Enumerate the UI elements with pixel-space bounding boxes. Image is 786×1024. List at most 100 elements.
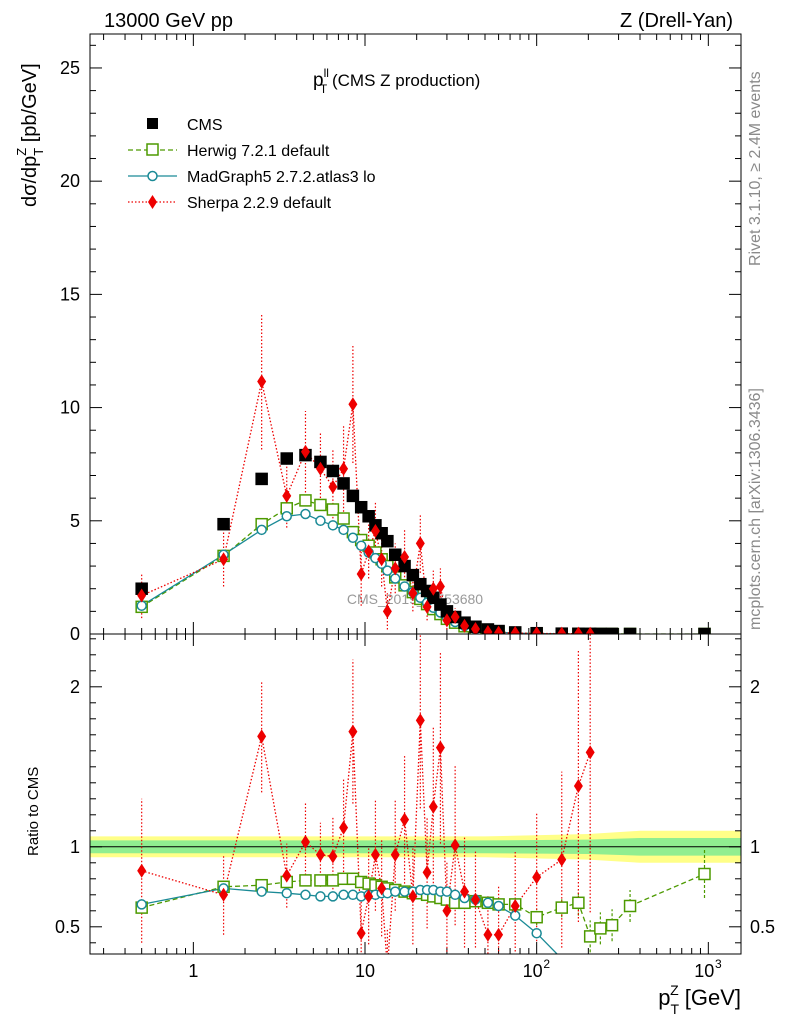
sherpa-point	[483, 624, 493, 634]
madgraph-ratio-point	[281, 887, 292, 899]
herwig-point	[314, 498, 327, 512]
y-title-sup: Z	[14, 148, 29, 156]
cms-point	[414, 577, 427, 591]
sherpa-ratio-point	[315, 847, 325, 862]
ratio-y-tick-label-right: 2	[750, 677, 760, 697]
sherpa-ratio-point	[510, 899, 520, 913]
legend-marker-cms	[147, 118, 158, 129]
madgraph-point	[315, 515, 326, 527]
herwig-point	[337, 512, 350, 525]
madgraph-ratio-point	[493, 900, 504, 912]
madgraph-point	[382, 565, 393, 576]
y-tick-label: 15	[60, 284, 80, 304]
sherpa-ratio-point	[137, 863, 147, 878]
sherpa-ratio-point	[557, 852, 567, 867]
y-title-main: dσ/dp	[19, 156, 41, 207]
sherpa-point	[470, 622, 480, 634]
cms-point	[434, 598, 447, 611]
ratio-y-tick-label: 1	[70, 837, 80, 857]
energy-label: 13000 GeV pp	[104, 10, 233, 32]
sherpa-ratio-point	[219, 887, 229, 902]
sherpa-point	[435, 579, 445, 594]
madgraph-ratio-point	[347, 889, 359, 901]
herwig-ratio-point	[572, 896, 585, 910]
madgraph-point	[327, 520, 339, 531]
sherpa-ratio-point	[377, 881, 387, 896]
legend-label-sherpa: Sherpa 2.2.9 default	[187, 195, 332, 212]
sherpa-point	[382, 604, 392, 619]
sherpa-point	[532, 626, 542, 634]
x-title-sup: Z	[670, 982, 679, 998]
madgraph-ratio-point	[136, 899, 147, 910]
plot-title-main: p	[313, 70, 324, 91]
sherpa-ratio-point	[470, 892, 480, 907]
sherpa-ratio-point	[494, 927, 504, 942]
sherpa-ratio-point	[282, 868, 292, 883]
top-panel-series	[135, 313, 711, 634]
x-tick-label: 10	[355, 961, 375, 981]
madgraph-ratio-point	[389, 886, 401, 897]
madgraph-ratio-point	[315, 891, 326, 902]
herwig-ratio-point	[555, 901, 569, 914]
sherpa-ratio-point	[422, 865, 432, 880]
legend-marker-herwig	[146, 143, 159, 156]
sherpa-ratio-point	[356, 926, 366, 941]
madgraph-point	[389, 573, 401, 584]
sherpa-point	[428, 581, 438, 596]
mcplots-label: mcplots.cern.ch [arXiv:1306.3436]	[747, 388, 764, 630]
ratio-y-tick-label: 2	[70, 677, 80, 697]
madgraph-ratio-point	[338, 889, 349, 901]
madgraph-ratio-point	[531, 927, 542, 939]
sherpa-ratio-point	[348, 724, 358, 739]
legend-label-madgraph: MadGraph5 2.7.2.atlas3 lo	[187, 169, 376, 186]
sherpa-ratio-point	[442, 903, 452, 918]
x-tick-label-exp: 2	[543, 957, 550, 971]
legend-label-cms: CMS	[187, 117, 223, 134]
herwig-point	[326, 503, 340, 516]
sherpa-point	[348, 397, 358, 412]
madgraph-point	[338, 524, 349, 536]
legend: CMS Herwig 7.2.1 default MadGraph5 2.7.2…	[128, 117, 376, 212]
y-title-unit: [pb/GeV]	[19, 63, 41, 148]
sherpa-ratio-point	[408, 889, 418, 904]
legend-marker-madgraph	[147, 170, 158, 182]
sherpa-point	[356, 567, 366, 581]
sherpa-point	[510, 625, 520, 634]
process-label: Z (Drell-Yan)	[620, 10, 733, 32]
plot-title-rest: (CMS Z production)	[327, 71, 480, 90]
cms-point	[354, 500, 368, 514]
x-title-sub: T	[671, 1001, 680, 1017]
sherpa-point	[390, 561, 400, 576]
sherpa-point	[494, 625, 504, 634]
x-tick-label: 1	[188, 961, 198, 981]
herwig-ratio-point	[326, 874, 340, 887]
rivet-label: Rivet 3.1.10, ≥ 2.4M events	[747, 71, 764, 266]
cms-point	[362, 510, 375, 523]
madgraph-point	[300, 508, 311, 520]
legend-marker-sherpa	[148, 195, 157, 209]
sherpa-ratio-point	[532, 870, 542, 885]
madgraph-ratio-point	[559, 953, 564, 954]
herwig-ratio-point	[594, 922, 607, 935]
sherpa-ratio-point	[364, 889, 374, 904]
sherpa-point	[377, 552, 387, 567]
madgraph-ratio-point	[327, 891, 339, 902]
sherpa-point	[257, 374, 267, 389]
sherpa-ratio-point	[450, 838, 460, 853]
herwig-ratio-point	[314, 874, 327, 887]
sherpa-ratio-point	[300, 835, 310, 849]
madgraph-point	[256, 524, 267, 536]
sherpa-ratio-point	[257, 729, 267, 744]
sherpa-point	[137, 588, 147, 603]
sherpa-ratio-point	[415, 713, 425, 728]
y-tick-label: 0	[70, 624, 80, 644]
y-axis-title-bottom: Ratio to CMS	[25, 767, 42, 856]
sherpa-point	[219, 552, 229, 567]
madgraph-point	[355, 540, 367, 551]
x-tick-label: 10	[694, 961, 714, 981]
sherpa-point	[408, 586, 418, 601]
sherpa-ratio-point	[383, 961, 392, 975]
herwig-ratio-point	[530, 910, 543, 924]
y-tick-label: 10	[60, 398, 80, 418]
